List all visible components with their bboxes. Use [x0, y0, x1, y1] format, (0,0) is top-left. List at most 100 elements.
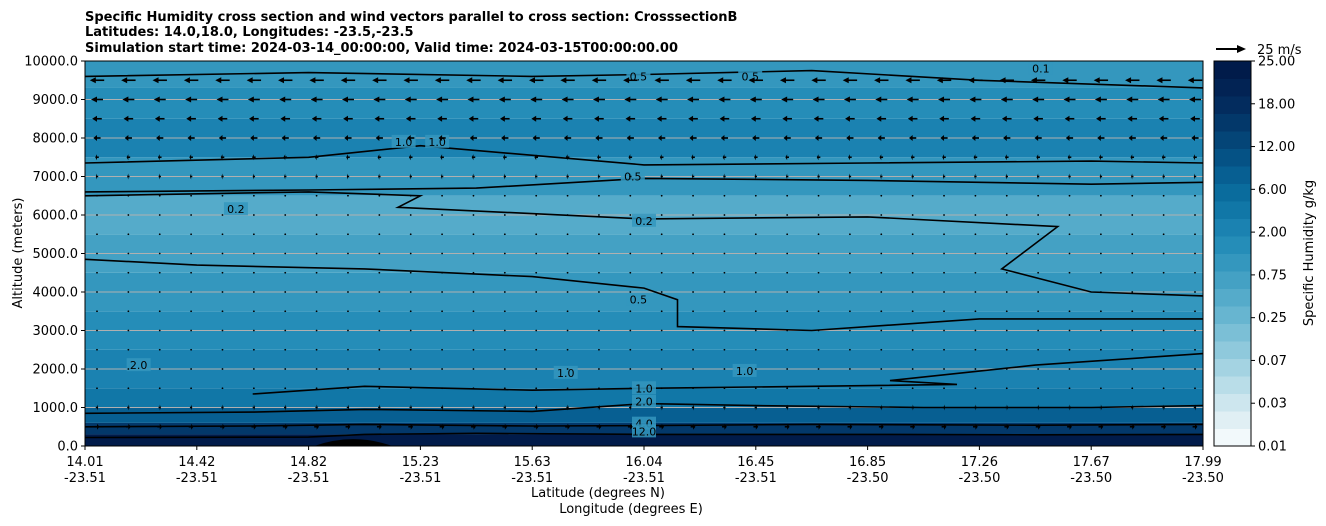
wind-vector-10-3	[190, 271, 193, 274]
wind-vector-10-31	[1068, 271, 1071, 274]
wind-vector-13-35	[1194, 329, 1196, 332]
wind-vector-7-11	[441, 214, 443, 216]
wind-vector-head-5-11	[440, 173, 443, 180]
wind-vector-14-17	[629, 348, 632, 351]
wind-vector-8-20	[723, 233, 726, 236]
contour-label-10: 1.0	[557, 367, 575, 380]
contour-label-9: 2.0	[130, 359, 148, 372]
wind-vector-11-0	[96, 291, 98, 293]
wind-vector-head-0-4	[215, 77, 222, 84]
wind-vector-head-17-15	[567, 404, 569, 411]
wind-vector-6-28	[974, 194, 977, 197]
wind-vector-11-29	[1005, 291, 1008, 293]
wind-vector-16-34	[1162, 387, 1165, 390]
wind-vector-head-1-21	[749, 96, 756, 103]
wind-vector-12-8	[347, 310, 349, 313]
wind-vector-7-2	[158, 214, 161, 216]
wind-vector-head-17-30	[1038, 404, 1040, 411]
wind-vector-head-3-20	[720, 135, 725, 141]
wind-vector-head-4-15	[565, 154, 568, 161]
wind-vector-13-33	[1131, 329, 1134, 332]
wind-vector-6-24	[849, 194, 851, 197]
colorbar-swatch-11	[1214, 236, 1251, 254]
wind-vector-7-27	[943, 214, 945, 216]
wind-vector-7-28	[974, 214, 977, 216]
wind-vector-6-7	[315, 194, 318, 197]
x-tick-lat-4: 15.63	[514, 455, 551, 470]
wind-vector-head-5-8	[346, 173, 348, 180]
wind-vector-head-5-6	[284, 173, 286, 180]
wind-vector-7-31	[1068, 214, 1071, 216]
wind-vector-9-11	[441, 252, 443, 255]
wind-vector-13-13	[503, 329, 506, 332]
wind-vector-6-18	[660, 194, 663, 197]
wind-vector-15-33	[1131, 368, 1134, 370]
x-tick-lat-9: 17.67	[1073, 455, 1110, 470]
wind-vector-head-5-28	[974, 173, 976, 180]
wind-vector-16-3	[190, 387, 193, 390]
wind-vector-12-15	[566, 310, 569, 313]
wind-vector-14-4	[221, 348, 224, 351]
wind-vector-6-1	[127, 194, 130, 197]
wind-vector-head-17-33	[1132, 404, 1134, 411]
wind-vector-9-3	[190, 252, 193, 255]
contour-label-bg-9	[126, 358, 151, 372]
contour-label-bg-1	[738, 69, 763, 83]
wind-vector-head-5-31	[1068, 173, 1070, 180]
wind-vector-head-0-26	[905, 77, 912, 84]
y-tick-label-2: 2000.0	[33, 363, 79, 378]
colorbar-tick-label-3: 0.25	[1258, 311, 1287, 326]
colorbar-swatch-18	[1214, 113, 1251, 132]
wind-vector-head-1-18	[655, 96, 662, 103]
wind-vector-10-9	[378, 271, 381, 274]
wind-vector-head-18-9	[379, 423, 382, 430]
wind-vector-head-2-5	[249, 115, 254, 122]
wind-vector-head-4-20	[722, 154, 725, 161]
wind-vector-12-11	[441, 310, 443, 313]
wind-vector-16-23	[817, 387, 820, 390]
wind-vector-head-1-26	[906, 96, 913, 103]
colorbar-label: Specific Humidity g/kg	[1302, 180, 1317, 326]
wind-vector-14-22	[786, 348, 789, 351]
wind-vector-7-16	[598, 214, 600, 216]
colorbar-tick-label-6: 6.00	[1258, 183, 1287, 198]
reference-vector-label: 25 m/s	[1257, 43, 1302, 58]
wind-vector-11-9	[378, 291, 381, 293]
x-tick-lon-3: -23.51	[399, 471, 441, 486]
wind-vector-15-15	[566, 368, 569, 370]
wind-vector-10-1	[127, 271, 130, 274]
contour-label-bg-5	[620, 169, 645, 183]
contour-label-bg-12	[632, 381, 656, 395]
colorbar-swatch-9	[1214, 271, 1251, 289]
wind-vector-12-19	[692, 310, 694, 313]
contour-label-bg-0	[626, 69, 651, 83]
wind-vector-head-1-2	[153, 96, 160, 103]
wind-vector-head-1-5	[247, 96, 254, 103]
wind-vector-12-25	[880, 310, 883, 313]
wind-vector-6-0	[96, 194, 98, 197]
wind-vector-head-17-19	[693, 404, 695, 411]
wind-vector-head-0-27	[936, 77, 943, 84]
wind-vector-16-32	[1099, 387, 1102, 390]
wind-vector-head-4-21	[754, 154, 756, 161]
wind-vector-9-16	[598, 252, 600, 255]
wind-vector-12-29	[1005, 310, 1008, 313]
y-tick-label-0: 0.0	[57, 440, 78, 455]
wind-vector-head-1-12	[467, 96, 474, 103]
wind-vector-7-32	[1099, 214, 1102, 216]
wind-vector-15-1	[127, 368, 130, 370]
wind-vector-15-7	[315, 368, 318, 370]
wind-vector-9-35	[1194, 252, 1196, 255]
wind-vector-14-27	[943, 348, 945, 351]
colorbar-swatch-17	[1214, 131, 1251, 149]
wind-vector-head-0-34	[1156, 77, 1163, 84]
wind-vector-13-31	[1068, 329, 1071, 332]
wind-vector-6-3	[190, 194, 193, 197]
wind-vector-8-12	[472, 233, 475, 236]
wind-vector-11-19	[692, 291, 694, 293]
wind-vector-15-12	[472, 368, 475, 370]
wind-vector-10-32	[1099, 271, 1102, 274]
wind-vector-10-29	[1005, 271, 1008, 274]
wind-vector-10-15	[566, 271, 569, 274]
wind-vector-16-13	[503, 387, 506, 390]
